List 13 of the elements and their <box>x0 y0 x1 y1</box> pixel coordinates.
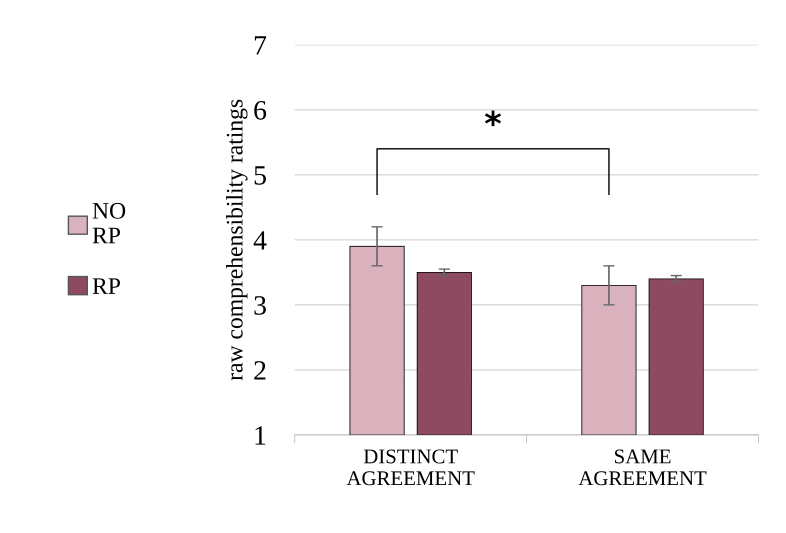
legend-label: RP <box>92 278 120 294</box>
x-tick-label: DISTINCT AGREEMENT <box>346 449 475 486</box>
y-tick-label: 2 <box>254 361 266 380</box>
annotation: * <box>484 110 502 126</box>
y-tick-label: 6 <box>254 101 266 120</box>
y-tick-label: 4 <box>254 231 267 250</box>
y-tick-label: 3 <box>254 296 266 315</box>
x-tick-label: SAME AGREEMENT <box>578 449 706 486</box>
y-tick-label: 5 <box>254 166 266 185</box>
y-axis-title: raw comprehensibility ratings <box>226 100 248 380</box>
y-tick-label: 7 <box>254 36 266 54</box>
legend-label: NO RP <box>92 202 126 244</box>
y-tick-label: 1 <box>256 426 266 445</box>
